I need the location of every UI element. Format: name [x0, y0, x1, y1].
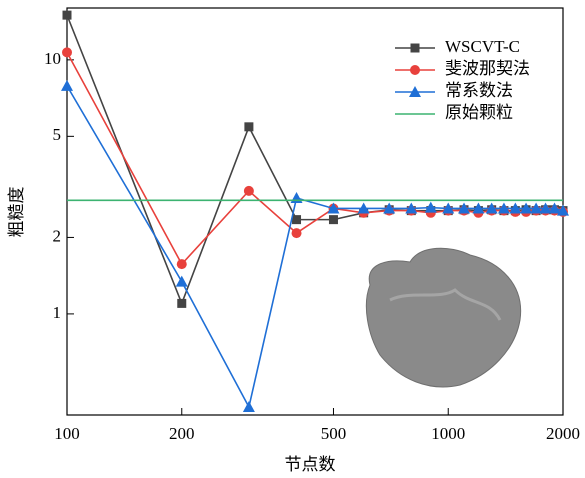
x-tick-label: 100 [54, 424, 80, 443]
marker [244, 122, 254, 132]
marker [242, 401, 255, 413]
y-tick-label: 2 [53, 226, 62, 245]
y-tick-label: 10 [44, 49, 61, 68]
marker [61, 79, 73, 91]
marker [409, 86, 421, 97]
marker [539, 202, 552, 214]
marker [497, 202, 510, 214]
marker [509, 202, 522, 214]
legend-label: WSCVT-C [445, 37, 520, 56]
marker [177, 298, 187, 308]
marker [557, 204, 569, 216]
marker [383, 202, 396, 214]
marker [328, 215, 338, 225]
marker [442, 202, 455, 214]
marker [530, 202, 543, 214]
marker [357, 202, 370, 214]
marker [405, 202, 418, 214]
legend-label: 常系数法 [445, 81, 513, 100]
marker [410, 65, 420, 75]
y-tick-label: 1 [53, 303, 62, 322]
legend-label: 斐波那契法 [445, 59, 530, 78]
marker [292, 215, 302, 225]
particle-image [365, 247, 522, 388]
x-tick-label: 200 [169, 424, 195, 443]
marker [424, 201, 437, 213]
marker [327, 202, 340, 214]
y-axis-label: 粗糙度 [7, 187, 26, 238]
particle-texture [389, 288, 502, 321]
y-tick-label: 5 [53, 125, 62, 144]
marker [291, 228, 302, 239]
marker [520, 202, 533, 214]
marker [472, 202, 485, 214]
marker [290, 191, 303, 203]
x-axis-label: 节点数 [285, 455, 336, 474]
marker [62, 47, 72, 58]
marker [458, 202, 471, 214]
x-tick-label: 1000 [431, 424, 465, 443]
marker [485, 202, 498, 214]
marker [62, 10, 72, 20]
marker [548, 202, 561, 214]
marker [243, 185, 254, 196]
x-tick-label: 500 [321, 424, 347, 443]
x-tick-label: 2000 [546, 424, 580, 443]
marker [410, 43, 420, 53]
marker [176, 259, 187, 270]
legend-label: 原始颗粒 [445, 103, 513, 122]
marker [175, 275, 188, 287]
